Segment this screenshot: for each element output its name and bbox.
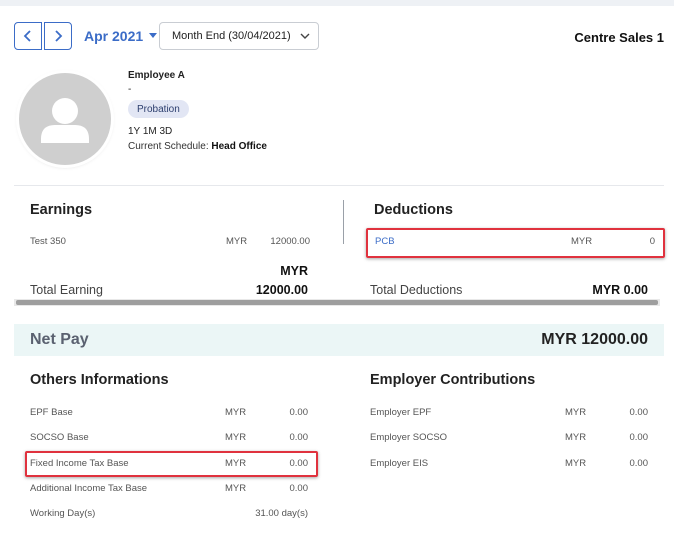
pay-period-select[interactable]: Month End (30/04/2021) <box>159 22 319 50</box>
employer-label: Employer EPF <box>370 407 432 418</box>
current-schedule: Current Schedule: Head Office <box>128 141 267 152</box>
net-pay-bar: Net Pay MYR 12000.00 <box>14 324 664 356</box>
others-currency: MYR <box>225 407 247 418</box>
horizontal-scrollbar[interactable] <box>14 299 660 306</box>
others-currency: MYR <box>225 432 247 443</box>
deduction-currency: MYR <box>571 236 593 247</box>
employer-label: Employer SOCSO <box>370 432 448 443</box>
employer-label: Employer EIS <box>370 458 429 469</box>
column-divider <box>343 200 344 244</box>
avatar <box>19 73 111 165</box>
others-amount: 0.00 <box>289 458 309 469</box>
prev-month-button[interactable] <box>14 22 42 50</box>
total-deductions-value: MYR 0.00 <box>592 283 648 297</box>
employer-currency: MYR <box>565 458 587 469</box>
total-deductions-label: Total Deductions <box>370 283 463 297</box>
chevron-right-icon <box>55 30 63 42</box>
chevron-left-icon <box>23 30 31 42</box>
next-month-button[interactable] <box>44 22 72 50</box>
deduction-amount: 0 <box>649 236 655 247</box>
earnings-title: Earnings <box>30 202 93 218</box>
others-amount: 0.00 <box>289 407 309 418</box>
top-strip <box>0 0 674 6</box>
others-label: Additional Income Tax Base <box>30 483 148 494</box>
caret-down-icon <box>149 33 158 38</box>
deductions-title: Deductions <box>374 202 453 218</box>
others-label: EPF Base <box>30 407 73 418</box>
employer-amount: 0.00 <box>629 407 649 418</box>
scrollbar-thumb[interactable] <box>16 300 658 305</box>
employer-amount: 0.00 <box>629 458 649 469</box>
others-label: Working Day(s) <box>30 508 96 519</box>
others-label: SOCSO Base <box>30 432 89 443</box>
others-currency: MYR <box>225 483 247 494</box>
earning-total-currency: MYR <box>280 264 308 278</box>
month-label: Apr 2021 <box>84 28 144 44</box>
others-title: Others Informations <box>30 372 169 388</box>
others-amount: 31.00 day(s) <box>255 508 308 519</box>
month-picker[interactable]: Apr 2021 <box>84 28 158 44</box>
employer-currency: MYR <box>565 407 587 418</box>
schedule-value: Head Office <box>211 141 267 152</box>
total-earning-value: 12000.00 <box>255 283 308 297</box>
chevron-down-icon <box>300 33 310 39</box>
net-pay-value: MYR 12000.00 <box>541 331 648 348</box>
employer-amount: 0.00 <box>629 432 649 443</box>
others-label: Fixed Income Tax Base <box>30 458 129 469</box>
earning-amount: 12000.00 <box>270 236 310 247</box>
highlight-box <box>25 451 318 477</box>
earning-label: Test 350 <box>30 236 66 247</box>
highlight-box <box>366 228 665 258</box>
deduction-label-link[interactable]: PCB <box>375 236 395 247</box>
employee-tenure: 1Y 1M 3D <box>128 126 173 137</box>
others-currency: MYR <box>225 458 247 469</box>
net-pay-label: Net Pay <box>30 331 89 348</box>
total-earning-label: Total Earning <box>30 283 103 297</box>
divider <box>14 185 664 186</box>
employee-subtitle: - <box>128 84 132 95</box>
others-amount: 0.00 <box>289 432 309 443</box>
status-badge: Probation <box>128 100 189 118</box>
employee-name: Employee A <box>128 70 185 81</box>
employer-currency: MYR <box>565 432 587 443</box>
user-icon <box>41 98 89 143</box>
earning-currency: MYR <box>226 236 248 247</box>
others-amount: 0.00 <box>289 483 309 494</box>
employer-title: Employer Contributions <box>370 372 536 388</box>
schedule-label: Current Schedule: <box>128 141 209 152</box>
company-name: Centre Sales 1 <box>574 30 664 45</box>
pay-period-value: Month End (30/04/2021) <box>172 30 291 42</box>
